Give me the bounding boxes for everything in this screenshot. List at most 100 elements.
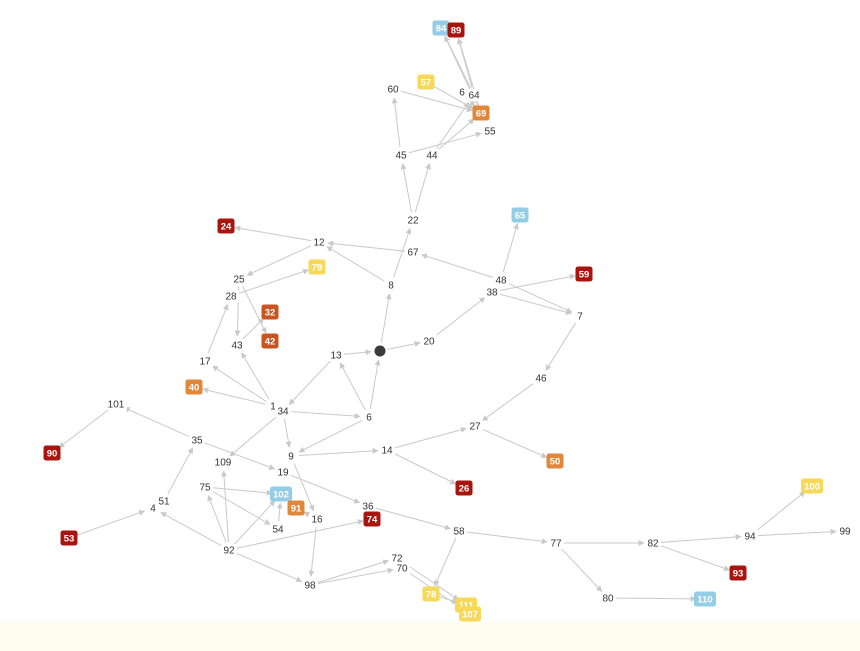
- node-102[interactable]: 102: [270, 486, 292, 502]
- node-110[interactable]: 110: [694, 591, 716, 607]
- node-80[interactable]: 80: [600, 592, 616, 605]
- node-75[interactable]: 75: [197, 481, 213, 494]
- node-27[interactable]: 27: [467, 420, 483, 433]
- node-label: 82: [647, 539, 659, 550]
- node-45[interactable]: 45: [393, 149, 409, 162]
- edge-8-22: [393, 227, 412, 278]
- dark-circle-node[interactable]: [374, 345, 386, 357]
- node-93[interactable]: 93: [729, 565, 747, 581]
- node-72[interactable]: 72: [389, 552, 405, 565]
- node-box-label: 59: [579, 270, 590, 281]
- node-84[interactable]: 84: [432, 20, 450, 36]
- node-64[interactable]: 64: [466, 89, 482, 102]
- node-98[interactable]: 98: [302, 579, 318, 592]
- node-1x[interactable]: 1: [268, 400, 278, 413]
- node-46[interactable]: 46: [533, 372, 549, 385]
- node-53[interactable]: 53: [60, 530, 78, 546]
- edge-9-14: [298, 447, 379, 456]
- edge-35-19: [204, 442, 276, 470]
- node-32[interactable]: 32: [261, 304, 279, 320]
- node-16[interactable]: 16: [309, 513, 325, 526]
- node-26[interactable]: 26: [455, 480, 473, 496]
- edge-1x-40: [202, 387, 266, 405]
- node-43[interactable]: 43: [229, 339, 245, 352]
- node-91[interactable]: 91: [287, 500, 305, 516]
- node-4x[interactable]: 4: [148, 502, 158, 515]
- node-label-background: [393, 149, 409, 161]
- node-box-label: 89: [451, 26, 462, 37]
- node-34[interactable]: 34: [275, 405, 291, 418]
- node-label: 51: [158, 497, 170, 508]
- node-65[interactable]: 65: [511, 207, 529, 223]
- node-box-label: 91: [291, 504, 302, 515]
- node-54[interactable]: 54: [270, 523, 286, 536]
- node-107[interactable]: 107: [459, 606, 481, 622]
- node-40[interactable]: 40: [185, 379, 203, 395]
- node-22[interactable]: 22: [405, 214, 421, 227]
- node-label: 25: [233, 275, 245, 286]
- node-label-background: [189, 434, 205, 446]
- node-55[interactable]: 55: [482, 125, 498, 138]
- node-36[interactable]: 36: [360, 500, 376, 513]
- node-13[interactable]: 13: [328, 349, 344, 362]
- node-70[interactable]: 70: [394, 562, 410, 575]
- node-67[interactable]: 67: [405, 246, 421, 259]
- node-7[interactable]: 7: [575, 310, 585, 323]
- edge-80-110: [615, 595, 697, 602]
- node-14[interactable]: 14: [379, 444, 395, 457]
- node-51[interactable]: 51: [156, 495, 172, 508]
- node-28[interactable]: 28: [223, 290, 239, 303]
- node-44[interactable]: 44: [424, 149, 440, 162]
- node-label-background: [302, 579, 318, 591]
- node-94[interactable]: 94: [742, 530, 758, 543]
- node-label: 72: [391, 554, 403, 565]
- node-label-background: [533, 372, 549, 384]
- node-74[interactable]: 74: [363, 511, 381, 527]
- node-50[interactable]: 50: [546, 453, 564, 469]
- edge-17-28: [207, 303, 229, 354]
- node-78[interactable]: 78: [422, 586, 440, 602]
- node-79[interactable]: 79: [308, 259, 326, 275]
- node-48[interactable]: 48: [493, 274, 509, 287]
- edge-45-55: [408, 131, 482, 154]
- node-20[interactable]: 20: [421, 335, 437, 348]
- node-24[interactable]: 24: [217, 218, 235, 234]
- node-9[interactable]: 9: [286, 450, 296, 463]
- node-12[interactable]: 12: [311, 236, 327, 249]
- edge-48-65: [502, 223, 519, 273]
- node-109[interactable]: 109: [212, 456, 234, 469]
- node-35[interactable]: 35: [189, 434, 205, 447]
- node-100[interactable]: 100: [801, 478, 823, 494]
- edge-14-26: [393, 453, 457, 485]
- node-17[interactable]: 17: [197, 355, 213, 368]
- node-57[interactable]: 57: [417, 74, 435, 90]
- node-label: 94: [744, 532, 756, 543]
- node-58[interactable]: 58: [451, 525, 467, 538]
- node-42[interactable]: 42: [261, 333, 279, 349]
- node-6b[interactable]: 6: [457, 86, 467, 99]
- node-99[interactable]: 99: [837, 525, 853, 538]
- node-19[interactable]: 19: [275, 466, 291, 479]
- node-77[interactable]: 77: [548, 537, 564, 550]
- edge-94-99: [757, 528, 837, 537]
- edge-43-32: [242, 317, 265, 340]
- node-box-label: 102: [273, 490, 289, 501]
- node-label-background: [837, 525, 853, 537]
- node-6[interactable]: 6: [364, 411, 374, 424]
- node-90[interactable]: 90: [43, 445, 61, 461]
- edge-9-16: [293, 463, 315, 512]
- node-92[interactable]: 92: [221, 544, 237, 557]
- node-69[interactable]: 69: [472, 105, 490, 121]
- node-8[interactable]: 8: [386, 279, 396, 292]
- node-60[interactable]: 60: [385, 83, 401, 96]
- node-label-background: [223, 290, 239, 302]
- node-25[interactable]: 25: [231, 273, 247, 286]
- edge-54-102: [276, 502, 283, 522]
- node-label-background: [467, 420, 483, 432]
- node-59[interactable]: 59: [575, 266, 593, 282]
- node-89[interactable]: 89: [447, 22, 465, 38]
- node-82[interactable]: 82: [645, 537, 661, 550]
- node-101[interactable]: 101: [105, 398, 127, 411]
- node-38[interactable]: 38: [484, 286, 500, 299]
